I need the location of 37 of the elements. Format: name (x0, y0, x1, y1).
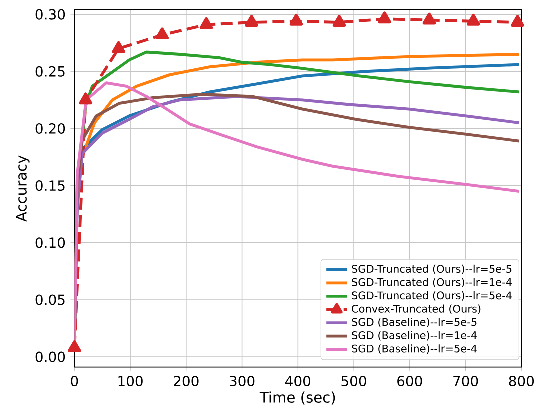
x-tick-label: 0 (71, 376, 78, 386)
legend-label: SGD-Truncated (Ours)--lr=1e-4 (352, 278, 512, 288)
point (156, 28, 170, 40)
legend-label: SGD (Baseline)--lr=5e-5 (352, 318, 477, 328)
legend-label: SGD-Truncated (Ours)--lr=5e-5 (352, 264, 512, 274)
legend-label: SGD-Truncated (Ours)--lr=5e-4 (352, 291, 512, 301)
point (378, 12, 392, 24)
x-axis-title: Time (sec) (260, 392, 336, 405)
point (245, 14, 258, 27)
y-tick-label: 0.15 (36, 180, 65, 191)
point (290, 14, 304, 26)
y-axis-title: Accuracy (16, 156, 30, 222)
point (200, 17, 214, 30)
x-tick-label: 500 (342, 376, 366, 386)
point (332, 14, 346, 27)
x-tick-label: 100 (118, 376, 143, 386)
y-tick-label: 0.30 (36, 9, 66, 20)
y-tick-label: 0.05 (36, 294, 65, 306)
x-tick-label: 800 (509, 376, 534, 386)
point (466, 14, 480, 26)
y-tick-label: 0.25 (36, 66, 65, 77)
legend-label: Convex-Truncated (Ours) (352, 304, 481, 314)
point (422, 12, 436, 25)
y-tick-label: 0.10 (36, 237, 66, 248)
point (68, 340, 82, 352)
point (79, 92, 92, 104)
x-tick-label: 400 (286, 376, 311, 386)
legend-label: SGD (Baseline)--lr=1e-4 (352, 331, 477, 341)
x-tick-label: 200 (174, 376, 199, 386)
point (511, 14, 524, 27)
x-tick-label: 300 (230, 376, 255, 386)
y-tick-label: 0.20 (36, 123, 66, 134)
y-tick-label: 0.00 (36, 352, 66, 362)
x-tick-label: 600 (398, 376, 422, 386)
point (112, 41, 126, 54)
legend-label: SGD (Baseline)--lr=5e-4 (352, 344, 477, 354)
x-tick-label: 700 (454, 376, 478, 386)
